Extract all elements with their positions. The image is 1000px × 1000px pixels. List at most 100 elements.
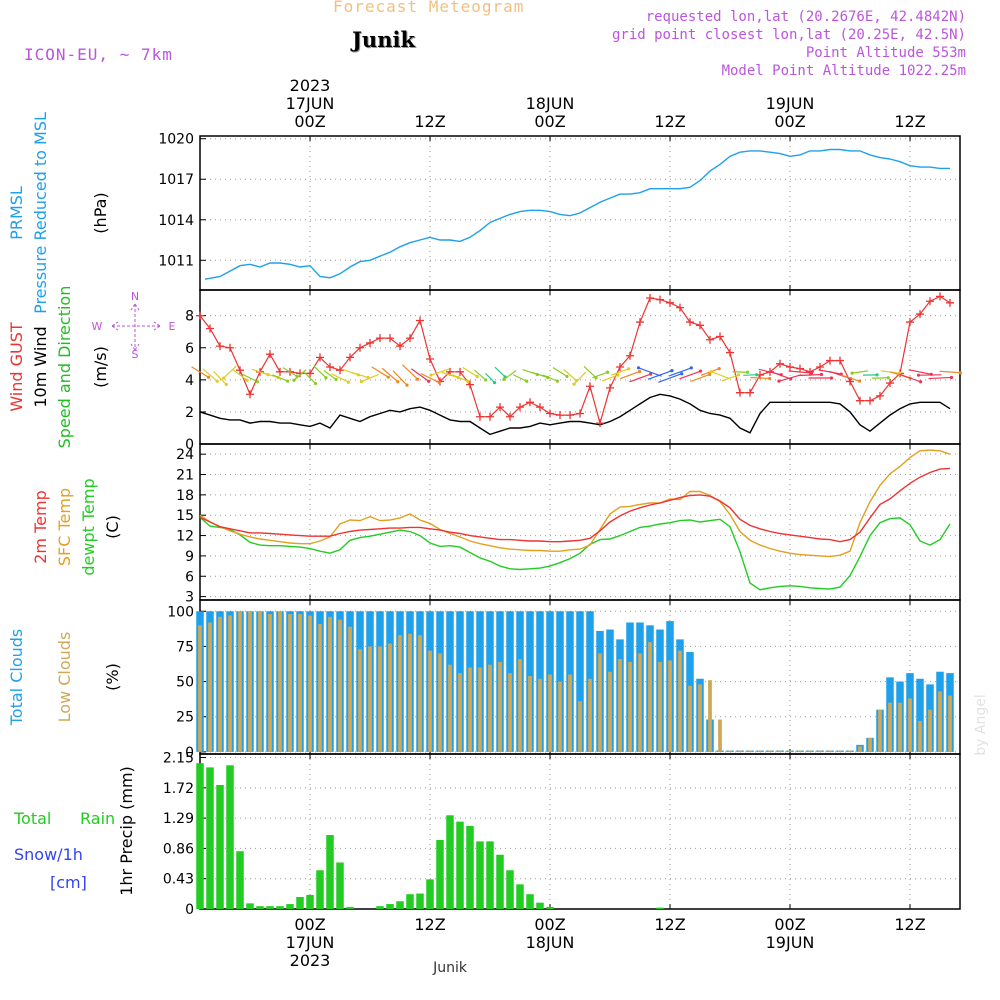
- wind-direction-arrowhead: [919, 380, 923, 384]
- cloud-tick-label: 0: [185, 745, 194, 761]
- wind-direction-arrowhead: [359, 379, 364, 384]
- wind-gust-point: [716, 332, 724, 341]
- compass-arrows: [111, 303, 161, 351]
- wind-direction-arrowhead: [717, 367, 721, 371]
- low-cloud-bar: [358, 649, 362, 752]
- cloud-tick-label: 50: [176, 675, 194, 691]
- wind-gust-point: [586, 382, 594, 391]
- wind-direction-arrowhead: [616, 373, 620, 377]
- wind-direction-arrowhead: [492, 381, 497, 385]
- bottom-year-label: 2023: [290, 951, 331, 970]
- low-cloud-bar: [588, 678, 592, 752]
- low-cloud-bar: [708, 680, 712, 752]
- low-cloud-bar: [548, 674, 552, 752]
- low-cloud-bar: [368, 646, 372, 752]
- low-cloud-bar: [658, 661, 662, 752]
- wind-direction-arrowhead: [222, 376, 226, 380]
- wind-gust-point: [736, 388, 744, 397]
- wind-gust-line: [199, 295, 951, 426]
- wind-direction-arrow: [462, 366, 478, 378]
- wind-gust-point: [556, 411, 564, 420]
- low-cloud-bar: [848, 750, 852, 752]
- wind-direction-arrow: [430, 368, 450, 376]
- wind-direction-arrow: [191, 366, 209, 378]
- wind-direction-arrow: [242, 373, 258, 383]
- wind-direction-arrowhead: [396, 380, 400, 384]
- rain-bar: [656, 907, 664, 909]
- wind-direction-arrow: [679, 370, 701, 380]
- wind-gust-point: [726, 348, 734, 357]
- low-cloud-bar: [478, 667, 482, 752]
- wind-direction-arrow: [304, 372, 316, 384]
- wind-gust-point: [796, 364, 804, 373]
- wind-direction-arrow: [928, 376, 952, 380]
- total-cloud-bar: [576, 611, 584, 752]
- wind-gust-point: [386, 334, 394, 343]
- low-cloud-bar: [638, 653, 642, 752]
- low-cloud-bar: [408, 633, 412, 752]
- wind-direction-arrow: [542, 374, 558, 382]
- wind-direction-arrow: [323, 370, 337, 380]
- wind-direction-arrow: [410, 368, 430, 382]
- low-cloud-bar: [948, 695, 952, 752]
- temp-tick-label: 9: [185, 549, 194, 565]
- wind-gust-point: [616, 363, 624, 371]
- wind-axis: 8 6 4 2 0: [185, 289, 961, 453]
- wind-gust-point: [546, 409, 554, 418]
- wind-gust-point: [236, 366, 244, 375]
- rain-bar: [436, 839, 444, 909]
- top-date-label: 18JUN: [526, 94, 575, 113]
- precip-tick-label: 0.43: [163, 872, 194, 888]
- wind-direction-arrowhead: [405, 383, 409, 387]
- bottom-date-label: 19JUN: [766, 933, 815, 952]
- wind-gust-point: [866, 396, 874, 405]
- pressure-label: PRMSL: [7, 186, 26, 240]
- wind-direction-arrowhead: [886, 376, 890, 380]
- low-cloud-bar: [278, 611, 282, 752]
- top-time-label: 00Z: [534, 112, 565, 131]
- total-cloud-label: Total Clouds: [7, 629, 26, 727]
- wind-direction-arrow: [851, 370, 869, 374]
- wind-direction-arrow: [798, 373, 822, 377]
- wind-gust-point: [776, 359, 784, 368]
- rain-bar: [416, 893, 424, 909]
- wind-gust-point: [706, 335, 714, 344]
- wind-gust-point: [676, 303, 684, 312]
- low-cloud-bar: [488, 664, 492, 752]
- low-cloud-bar: [728, 750, 732, 752]
- low-cloud-bar: [578, 701, 582, 752]
- wind-direction-arrow: [552, 367, 568, 377]
- wind-gust-point: [226, 343, 234, 352]
- wind-direction-arrowhead: [346, 380, 351, 384]
- wind-gust-point: [516, 403, 524, 412]
- rain-bar: [486, 841, 494, 909]
- low-cloud-bar: [758, 750, 762, 752]
- wind-direction-arrow: [331, 373, 349, 383]
- low-cloud-bar: [748, 750, 752, 752]
- low-cloud-label: Low Clouds: [55, 632, 74, 723]
- wind-gust-point: [396, 342, 404, 351]
- wind-direction-arrowhead: [292, 378, 296, 382]
- wind-direction-arrowhead: [745, 370, 750, 374]
- wind-direction-arrow: [620, 370, 640, 380]
- wind-gust-point: [786, 363, 794, 371]
- wind-direction-arrowhead: [324, 376, 328, 380]
- pressure-tick-label: 1017: [158, 172, 194, 188]
- wind-direction-arrowhead: [949, 375, 954, 380]
- wind-direction-arrow: [494, 366, 506, 378]
- wind-tick-label: 6: [185, 341, 194, 357]
- low-cloud-bar: [528, 675, 532, 752]
- wind-gust-point: [666, 298, 674, 307]
- wind-direction-arrow: [361, 373, 379, 383]
- low-cloud-bar: [258, 611, 262, 752]
- wind-direction-arrow: [592, 371, 608, 379]
- wind-gust-point: [646, 294, 654, 303]
- wind-gust-point: [496, 403, 504, 412]
- wind-direction-arrowhead: [768, 376, 772, 381]
- wind-direction-arrow: [840, 374, 860, 382]
- cloud-unit: (%): [103, 663, 122, 691]
- wind-gust-point: [366, 338, 374, 347]
- model-label: ICON-EU, ~ 7km: [24, 45, 173, 64]
- wind-gust-point: [566, 411, 574, 420]
